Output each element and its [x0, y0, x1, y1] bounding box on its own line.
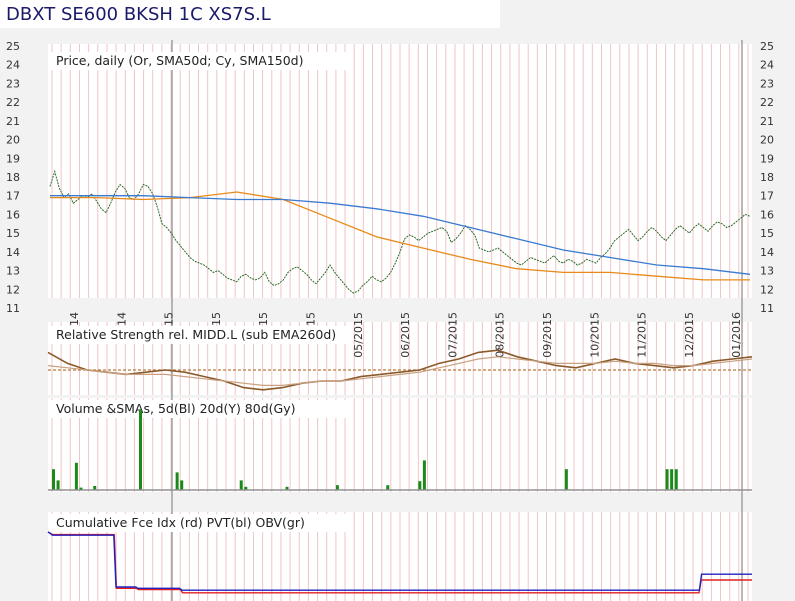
y-tick-left: 25 [6, 40, 20, 53]
y-tick-right: 18 [760, 171, 774, 184]
x-tick-label: 07/2015 [446, 312, 459, 358]
volume-bar [422, 460, 426, 490]
volume-bar [74, 462, 78, 490]
y-tick-right: 25 [760, 40, 774, 53]
panel-title-box [50, 52, 350, 70]
volume-bar [239, 480, 243, 490]
y-tick-right: 12 [760, 283, 774, 296]
y-tick-right: 20 [760, 134, 774, 147]
y-tick-left: 12 [6, 283, 20, 296]
volume-bar [335, 485, 339, 490]
series-line-price [49, 169, 751, 294]
cum-series-1 [47, 531, 752, 591]
x-tick-label: 14 [115, 312, 128, 326]
y-tick-right: 19 [760, 152, 774, 165]
cum-series-0 [47, 531, 752, 594]
y-tick-left: 14 [6, 246, 20, 259]
volume-bar [56, 480, 60, 490]
y-tick-left: 11 [6, 302, 20, 315]
x-tick-label: 15 [257, 312, 270, 326]
y-tick-left: 13 [6, 265, 20, 278]
panel-title-price: Price, daily (Or, SMA50d; Cy, SMA150d) [56, 53, 303, 68]
y-tick-right: 24 [760, 59, 774, 72]
x-tick-label: 11/2015 [636, 312, 649, 358]
x-tick-label: 12/2015 [683, 312, 696, 358]
panel-title-box [50, 326, 350, 344]
y-tick-left: 15 [6, 227, 20, 240]
volume-bar [674, 469, 678, 490]
volume-bar [285, 486, 289, 490]
y-tick-left: 16 [6, 208, 20, 221]
volume-bar [139, 410, 142, 490]
volume-bar [93, 486, 97, 490]
y-tick-right: 13 [760, 265, 774, 278]
y-tick-right: 11 [760, 302, 774, 315]
panel-title-cumulative: Cumulative Fce Idx (rd) PVT(bl) OBV(gr) [56, 515, 305, 530]
panels: 11 11 12 12 13 13 14 14 15 15 16 16 17 17 18 18 19 19 20 20… [6, 40, 774, 601]
x-tick-label: 08/2015 [494, 312, 507, 358]
x-tick-label: 09/2015 [541, 312, 554, 358]
y-tick-left: 23 [6, 77, 20, 90]
y-tick-left: 21 [6, 115, 20, 128]
panel-title-volume: Volume &SMAs, 5d(Bl) 20d(Y) 80d(Gy) [56, 401, 295, 416]
y-tick-left: 20 [6, 134, 20, 147]
y-tick-right: 16 [760, 208, 774, 221]
chart-title: DBXT SE600 BKSH 1C XS7S.L [6, 4, 271, 25]
series-line-sma150 [50, 195, 751, 275]
volume-bar [180, 480, 184, 490]
x-tick-label: 15 [210, 312, 223, 326]
x-tick-label: 14 [68, 312, 81, 326]
x-tick-label: 15 [305, 312, 318, 326]
y-tick-left: 22 [6, 96, 20, 109]
x-tick-label: 10/2015 [588, 312, 601, 358]
volume-bar [386, 485, 390, 490]
y-tick-left: 19 [6, 152, 20, 165]
volume-bar [175, 472, 179, 490]
volume-bar [244, 486, 248, 490]
x-tick-label: 15 [163, 312, 176, 326]
panel-title-box [50, 514, 350, 532]
y-tick-right: 17 [760, 190, 774, 203]
panel-title-box [50, 400, 350, 418]
rs-series-1 [47, 356, 753, 386]
volume-bar [52, 469, 55, 490]
series-line-sma50 [50, 191, 750, 281]
y-tick-left: 18 [6, 171, 20, 184]
x-tick-label: 01/2016 [730, 312, 743, 358]
volume-bar [79, 487, 83, 490]
y-tick-right: 22 [760, 96, 774, 109]
panel-title-rs: Relative Strength rel. MIDD.L (sub EMA26… [56, 327, 336, 342]
x-tick-label: 06/2015 [399, 312, 412, 358]
volume-bar [564, 469, 568, 490]
y-tick-left: 24 [6, 59, 20, 72]
volume-bar [670, 469, 674, 490]
y-tick-right: 14 [760, 246, 774, 259]
y-tick-right: 21 [760, 115, 774, 128]
volume-bar [418, 481, 422, 490]
x-tick-label: 05/2015 [352, 312, 365, 358]
title-box [0, 0, 500, 28]
y-tick-right: 15 [760, 227, 774, 240]
volume-bar [665, 469, 669, 490]
y-tick-left: 17 [6, 190, 20, 203]
y-tick-right: 23 [760, 77, 774, 90]
